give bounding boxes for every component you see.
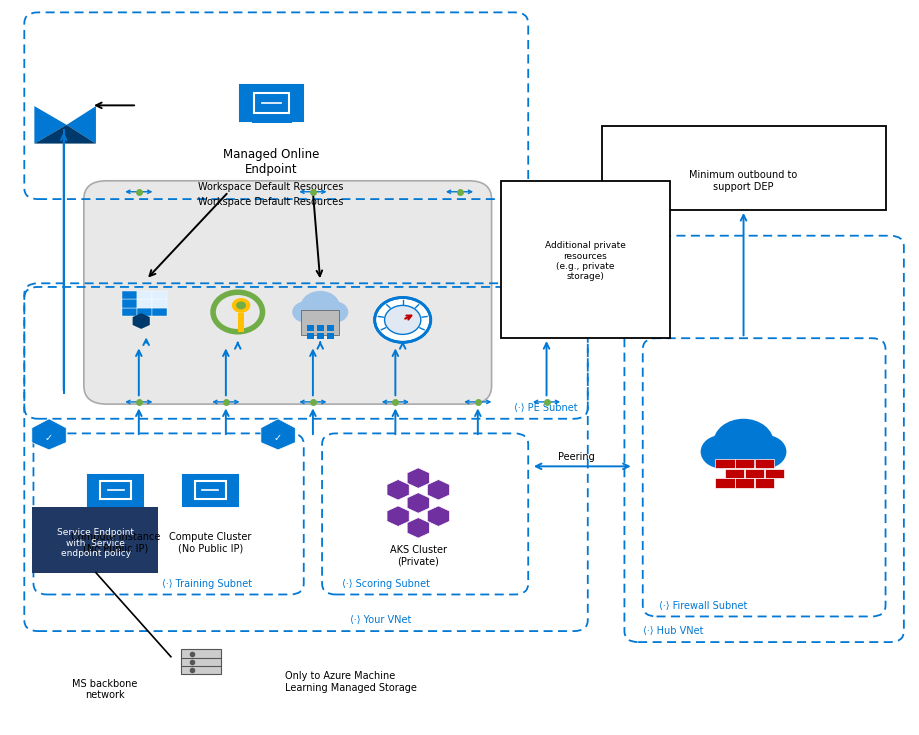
Polygon shape: [108, 503, 123, 506]
FancyBboxPatch shape: [602, 126, 886, 210]
FancyBboxPatch shape: [195, 481, 226, 499]
FancyBboxPatch shape: [252, 118, 292, 123]
FancyBboxPatch shape: [326, 325, 334, 331]
FancyBboxPatch shape: [122, 299, 137, 307]
Text: Only to Azure Machine
Learning Managed Storage: Only to Azure Machine Learning Managed S…: [286, 671, 417, 693]
Circle shape: [384, 306, 421, 334]
Polygon shape: [261, 419, 295, 450]
FancyBboxPatch shape: [183, 475, 238, 506]
Circle shape: [700, 435, 743, 468]
Polygon shape: [34, 106, 66, 143]
FancyBboxPatch shape: [31, 506, 158, 573]
FancyBboxPatch shape: [317, 325, 323, 331]
Text: ⟨·⟩ PE Subnet: ⟨·⟩ PE Subnet: [515, 403, 578, 413]
Circle shape: [301, 291, 340, 323]
Circle shape: [236, 301, 246, 309]
Polygon shape: [427, 479, 449, 500]
Circle shape: [744, 435, 787, 468]
FancyBboxPatch shape: [98, 503, 133, 507]
Text: Minimum outbound to
support DEP: Minimum outbound to support DEP: [689, 170, 798, 192]
FancyBboxPatch shape: [735, 478, 754, 487]
FancyBboxPatch shape: [715, 478, 734, 487]
Circle shape: [375, 298, 431, 343]
Polygon shape: [203, 503, 218, 506]
Circle shape: [322, 301, 348, 323]
FancyBboxPatch shape: [88, 475, 143, 506]
Polygon shape: [66, 106, 96, 143]
Text: Workspace Default Resources: Workspace Default Resources: [199, 182, 344, 192]
Text: MS backbone
network: MS backbone network: [73, 678, 138, 700]
FancyBboxPatch shape: [725, 468, 744, 478]
FancyBboxPatch shape: [152, 299, 166, 307]
Polygon shape: [407, 492, 429, 513]
FancyBboxPatch shape: [307, 325, 314, 331]
Text: Service Endpoint
with  Service
endpoint policy: Service Endpoint with Service endpoint p…: [57, 528, 134, 558]
Polygon shape: [407, 517, 429, 538]
FancyBboxPatch shape: [181, 657, 221, 666]
Polygon shape: [132, 313, 150, 329]
Text: ✓: ✓: [274, 433, 282, 443]
FancyBboxPatch shape: [712, 447, 775, 462]
FancyBboxPatch shape: [735, 459, 754, 468]
Polygon shape: [32, 419, 66, 450]
Text: ✓: ✓: [45, 433, 53, 443]
FancyBboxPatch shape: [122, 290, 137, 299]
Circle shape: [232, 298, 250, 313]
FancyBboxPatch shape: [137, 299, 152, 307]
Text: Additional private
resources
(e.g., private
storage): Additional private resources (e.g., priv…: [545, 241, 626, 282]
FancyBboxPatch shape: [181, 664, 221, 674]
Polygon shape: [34, 125, 96, 143]
FancyBboxPatch shape: [501, 181, 670, 338]
FancyBboxPatch shape: [765, 468, 784, 478]
Polygon shape: [238, 313, 244, 331]
Polygon shape: [407, 467, 429, 488]
Polygon shape: [427, 506, 449, 526]
FancyBboxPatch shape: [193, 503, 228, 507]
Text: ⟨·⟩ Firewall Subnet: ⟨·⟩ Firewall Subnet: [659, 600, 748, 611]
Circle shape: [292, 301, 319, 323]
FancyBboxPatch shape: [84, 181, 492, 404]
Circle shape: [713, 419, 774, 467]
FancyBboxPatch shape: [152, 290, 166, 299]
FancyBboxPatch shape: [754, 459, 774, 468]
FancyBboxPatch shape: [317, 333, 323, 339]
FancyBboxPatch shape: [137, 307, 152, 316]
FancyBboxPatch shape: [254, 93, 289, 113]
FancyBboxPatch shape: [137, 290, 152, 299]
Polygon shape: [387, 479, 409, 500]
FancyBboxPatch shape: [744, 468, 765, 478]
Text: ⟨·⟩ Your VNet: ⟨·⟩ Your VNet: [349, 615, 411, 625]
Text: Peering: Peering: [559, 452, 596, 462]
Text: Workspace Default Resources: Workspace Default Resources: [199, 197, 344, 207]
Text: ⟨·⟩ Training Subnet: ⟨·⟩ Training Subnet: [162, 578, 252, 589]
Text: Managed Online
Endpoint: Managed Online Endpoint: [223, 148, 320, 176]
Text: AKS Cluster
(Private): AKS Cluster (Private): [390, 545, 447, 566]
Polygon shape: [265, 118, 279, 122]
FancyBboxPatch shape: [307, 333, 314, 339]
FancyBboxPatch shape: [122, 307, 137, 316]
Text: Compute Instance
(No Public IP): Compute Instance (No Public IP): [72, 532, 161, 554]
Text: ⟨·⟩ Hub VNet: ⟨·⟩ Hub VNet: [642, 626, 703, 637]
FancyBboxPatch shape: [240, 85, 303, 121]
FancyBboxPatch shape: [754, 478, 774, 487]
FancyBboxPatch shape: [152, 307, 166, 316]
FancyBboxPatch shape: [100, 481, 131, 499]
Text: ⟨·⟩ Scoring Subnet: ⟨·⟩ Scoring Subnet: [342, 578, 430, 589]
FancyBboxPatch shape: [181, 649, 221, 658]
FancyBboxPatch shape: [715, 459, 734, 468]
Polygon shape: [387, 506, 409, 526]
Text: Compute Cluster
(No Public IP): Compute Cluster (No Public IP): [169, 532, 252, 554]
FancyBboxPatch shape: [326, 333, 334, 339]
FancyBboxPatch shape: [301, 310, 339, 335]
